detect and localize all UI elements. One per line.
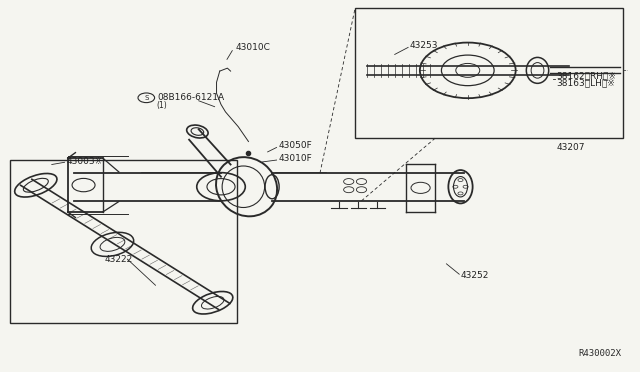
Text: 43252: 43252 [461,271,489,280]
Text: 43003※: 43003※ [67,157,102,166]
Text: S: S [144,95,148,101]
Text: 08B166-6121A: 08B166-6121A [158,93,225,102]
Text: 43207: 43207 [556,143,585,152]
Text: 43010C: 43010C [236,42,271,51]
Bar [10,160,237,323]
Text: 38162〈RH〉※: 38162〈RH〉※ [556,71,616,80]
Text: 43050F: 43050F [278,141,312,151]
Text: 43010F: 43010F [278,154,312,163]
Text: 43253: 43253 [410,41,438,51]
Text: (1): (1) [156,102,166,110]
Text: 43222: 43222 [105,254,133,263]
Bar [355,8,623,138]
Text: 38163〈LH〉※: 38163〈LH〉※ [556,78,615,87]
Text: R430002X: R430002X [579,349,621,359]
